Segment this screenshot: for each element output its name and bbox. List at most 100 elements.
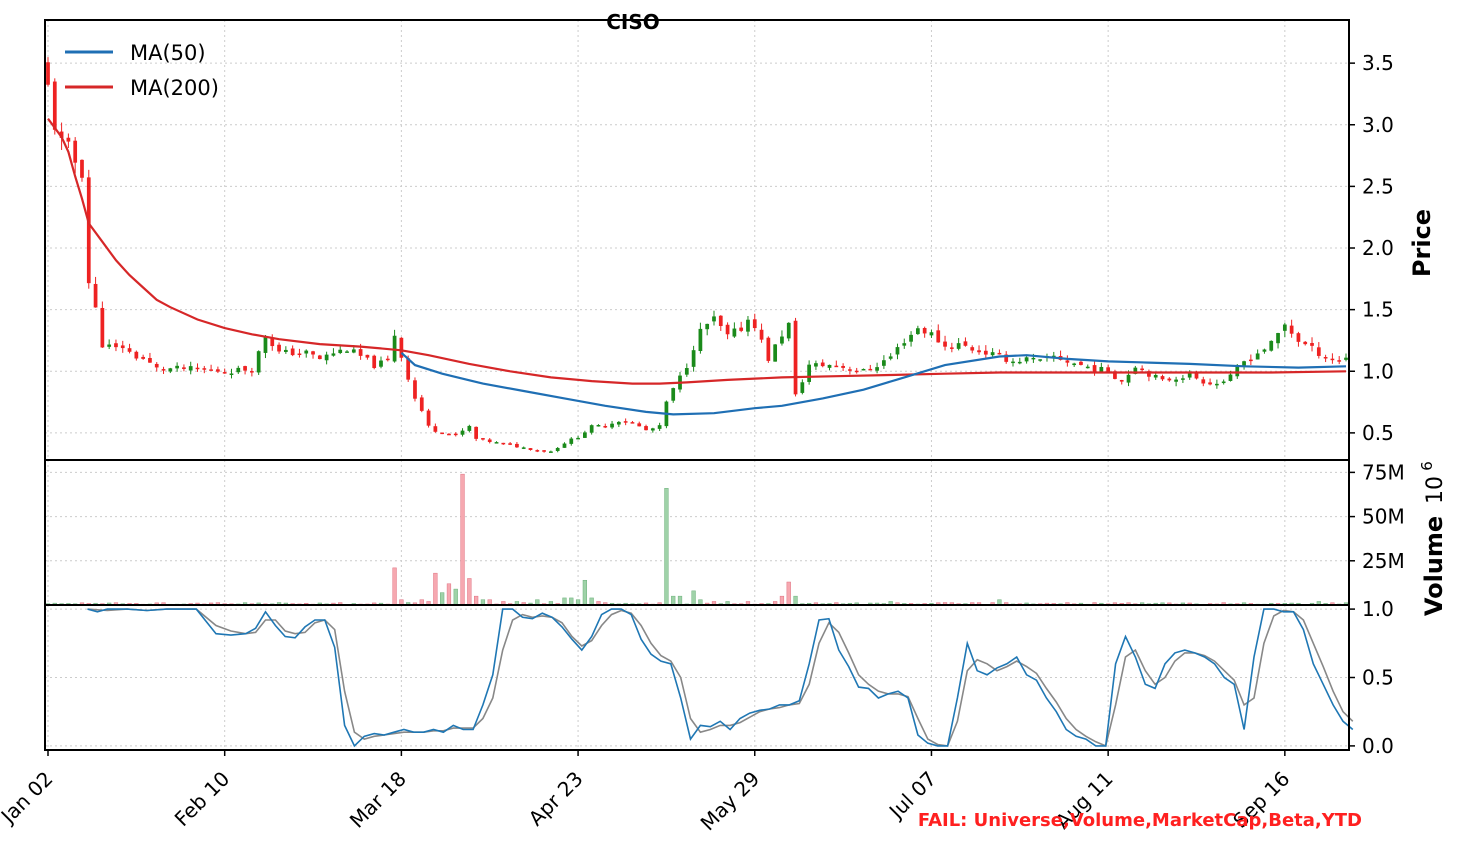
candle-body — [549, 451, 553, 453]
candle-body — [739, 327, 744, 331]
legend-ma50-label: MA(50) — [130, 41, 206, 65]
stochastic-panel — [87, 608, 1354, 748]
x-tick-label: Jan 02 — [0, 767, 58, 830]
volume-bar — [589, 597, 594, 606]
candle-body — [895, 347, 900, 355]
candle-body — [1072, 363, 1077, 366]
candle-body — [1344, 357, 1348, 360]
candle-body — [188, 366, 193, 371]
candle-body — [127, 348, 132, 352]
svg-text:6: 6 — [1418, 461, 1436, 471]
candle-body — [725, 324, 730, 335]
candle-body — [963, 341, 968, 346]
candle-body — [182, 367, 186, 369]
candle-body — [1248, 359, 1253, 362]
candle-body — [338, 349, 343, 354]
candle-body — [501, 442, 506, 445]
candle-body — [1174, 379, 1178, 382]
candle-body — [1106, 367, 1111, 373]
candle-body — [922, 327, 927, 334]
candle-body — [324, 354, 329, 361]
panel-frame — [44, 459, 1350, 606]
volume-bar — [671, 595, 676, 606]
candle-body — [426, 410, 431, 426]
price-tick-label: 1.0 — [1362, 359, 1394, 383]
candle-body — [66, 137, 71, 142]
candle-body — [746, 319, 750, 332]
candle-body — [515, 443, 519, 448]
candle-body — [1153, 374, 1158, 378]
candle-body — [1276, 333, 1280, 344]
candle-body — [834, 365, 839, 368]
volume-bar — [474, 595, 479, 606]
candle-body — [875, 367, 879, 371]
candle-body — [331, 353, 336, 356]
candle-body — [1289, 325, 1294, 334]
candle-body — [882, 360, 886, 366]
candle-body — [134, 351, 139, 359]
candle-body — [1126, 374, 1131, 383]
candle-body — [93, 283, 98, 308]
candle-body — [80, 159, 84, 178]
candle-body — [283, 349, 288, 352]
candle-body — [1038, 359, 1043, 361]
volume-bar — [786, 581, 791, 606]
panel-frames — [44, 19, 1350, 751]
candle-body — [1187, 373, 1192, 378]
x-tick-label: May 29 — [696, 767, 765, 836]
candle-body — [508, 443, 512, 445]
candle-body — [990, 352, 995, 356]
candle-body — [168, 368, 173, 372]
fail-annotation: FAIL: Universe,Volume,MarketCap,Beta,YTD — [918, 810, 1362, 831]
candle-body — [1099, 366, 1104, 373]
candle-body — [820, 362, 825, 367]
candle-body — [997, 352, 1002, 355]
candle-body — [1269, 340, 1274, 351]
candle-body — [406, 358, 411, 380]
candle-body — [684, 368, 689, 375]
candle-body — [1085, 366, 1090, 369]
candle-body — [983, 350, 988, 355]
price-panel — [46, 57, 1348, 453]
candle-body — [148, 357, 152, 363]
price-axis-label: Price — [1408, 209, 1436, 277]
volume-axis-label: Volume — [1420, 516, 1448, 616]
legend[interactable]: MA(50) MA(200) — [65, 41, 219, 100]
candle-body — [73, 140, 78, 163]
candle-body — [671, 388, 676, 401]
stoch-tick-label: 0.0 — [1362, 734, 1394, 758]
price-tick-label: 2.0 — [1362, 236, 1394, 260]
candle-body — [637, 423, 642, 427]
candle-body — [752, 319, 757, 329]
candle-body — [311, 351, 315, 355]
candle-body — [1092, 365, 1097, 372]
x-tick-label: Mar 18 — [345, 767, 411, 833]
candle-body — [1228, 374, 1233, 381]
candle-body — [650, 428, 655, 431]
candle-body — [902, 343, 907, 346]
chart-title: CISO — [606, 10, 660, 34]
candle-body — [460, 430, 465, 435]
volume-bar — [446, 583, 452, 606]
volume-bar — [440, 592, 445, 606]
stoch-tick-label: 0.5 — [1362, 666, 1394, 690]
panel-frame — [44, 19, 1350, 461]
volume-bar — [562, 597, 567, 606]
candle-body — [447, 433, 451, 436]
candle-body — [841, 365, 845, 368]
candle-body — [732, 328, 737, 337]
volume-bar — [467, 578, 472, 606]
candle-body — [86, 177, 91, 284]
candle-body — [474, 426, 479, 439]
volume-bar — [793, 595, 798, 606]
candle-body — [970, 347, 975, 351]
volume-bar — [677, 595, 683, 606]
candle-body — [1140, 368, 1144, 371]
candle-body — [256, 351, 261, 373]
candle-body — [644, 426, 648, 431]
candle-body — [589, 425, 594, 433]
candle-body — [236, 367, 241, 373]
candle-body — [616, 421, 621, 425]
candle-body — [154, 363, 159, 368]
volume-bar — [453, 588, 458, 606]
